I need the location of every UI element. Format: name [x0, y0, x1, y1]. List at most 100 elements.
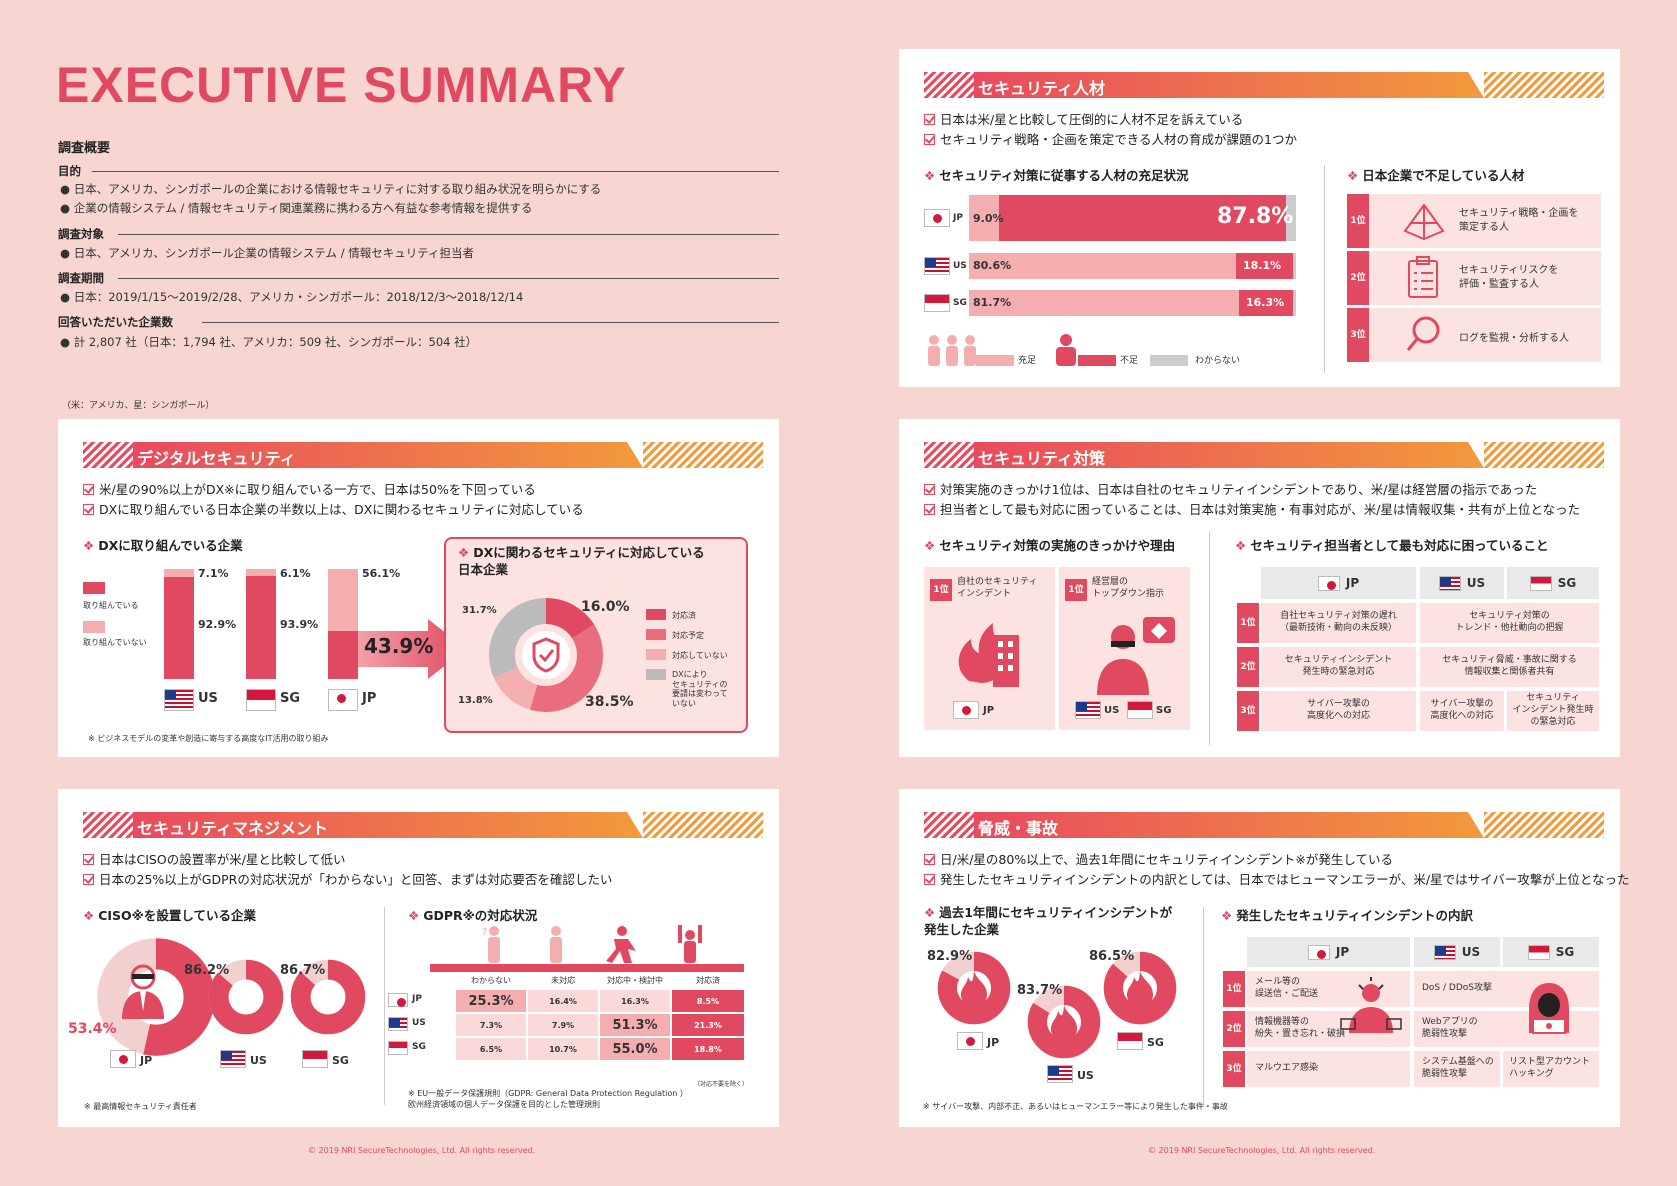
gdpr-cell: 51.3%: [600, 1014, 670, 1036]
legend-unknown: わからない: [1195, 356, 1241, 366]
bar-yes: [164, 577, 194, 679]
gdpr-col: 対応中・検討中: [607, 975, 663, 985]
talent-check-1: 日本は米/星と比較して圧倒的に人材不足を訴えている: [924, 109, 1243, 128]
trigger-ussg-text: 経営層の トップダウン指示: [1092, 577, 1165, 599]
flag-sg: [388, 1041, 408, 1055]
gdpr-cell: 7.9%: [528, 1014, 598, 1036]
trouble-jp-1: 自社セキュリティ対策の遅れ （最新技術・動向の未反映）: [1261, 603, 1416, 643]
bar-no: [246, 569, 276, 576]
stressed-person-icon: [1340, 977, 1402, 1033]
bar-no: [328, 569, 358, 631]
donut-val-none: 13.8%: [458, 695, 493, 706]
talent-check-2: セキュリティ戦略・企画を策定できる人材の育成が課題の1つか: [924, 129, 1297, 148]
breakdown-title: ❖ 発生したセキュリティインシデントの内訳: [1221, 908, 1473, 923]
inc-val-us: 83.7%: [1017, 983, 1063, 998]
trouble-title: ❖ セキュリティ担当者として最も対応に困っていること: [1235, 538, 1549, 553]
trouble-jp-2: セキュリティインシデント 発生時の緊急対応: [1261, 647, 1416, 687]
gdpr-cell: 8.5%: [672, 990, 744, 1012]
target-item: ● 日本、アメリカ、シンガポール企業の情報システム / 情報セキュリティ担当者: [60, 246, 475, 260]
donut-val-unchanged: 31.7%: [462, 605, 497, 616]
trigger-title: ❖ セキュリティ対策の実施のきっかけや理由: [924, 538, 1176, 553]
digital-band: デジタルセキュリティ: [83, 442, 763, 468]
talent-legend: [928, 334, 1188, 366]
val-short: 87.8%: [1217, 204, 1294, 229]
gdpr-exclusion: （対応不要を除く）: [694, 1081, 749, 1088]
flag-us: [388, 1017, 408, 1031]
bar-short: [999, 195, 1286, 241]
legend-label: 取り組んでいる: [83, 601, 139, 610]
purpose-item: ● 日本、アメリカ、シンガポールの企業における情報セキュリティに対する取り組み状…: [60, 182, 602, 196]
svg-text:?: ?: [482, 927, 487, 938]
incident-arc: [1103, 951, 1177, 1025]
flag-us: [1047, 1065, 1073, 1083]
country-code: SG: [953, 298, 967, 308]
rank-badge: 3位: [1347, 308, 1369, 362]
trouble-jp-3: サイバー攻撃の 高度化への対応: [1261, 691, 1416, 731]
country-code: JP: [953, 213, 963, 223]
country-abbrev-note: （米：アメリカ、星：シンガポール）: [62, 401, 215, 411]
gdpr-col: わからない: [471, 975, 511, 985]
donut-legend-swatch: [646, 649, 666, 660]
bar-enough: [969, 195, 999, 241]
donut-legend-swatch: [646, 629, 666, 640]
digital-check-2: DXに取り組んでいる日本企業の半数以上は、DXに関わるセキュリティに対応している: [83, 499, 584, 518]
rank-badge: 3位: [1223, 1051, 1245, 1087]
threats-check-2: 発生したセキュリティインシデントの内訳としては、日本ではヒューマンエラーが、米/…: [924, 869, 1629, 888]
rank-badge: 2位: [1347, 251, 1369, 305]
flag-jp: [328, 689, 358, 711]
bar-short: [1239, 290, 1293, 316]
threats-note: ※ サイバー攻撃、内部不正、あるいはヒューマンエラー等により発生した事件・事故: [923, 1102, 1228, 1111]
flag-us: [924, 257, 950, 275]
talent-card: セキュリティ人材 日本は米/星と比較して圧倒的に人材不足を訴えている セキュリテ…: [899, 49, 1620, 387]
donut-legend: DXにより セキュリティの 要請は変わって いない: [672, 670, 728, 708]
dx-donut: [489, 598, 603, 712]
gdpr-cell: 16.3%: [600, 990, 670, 1012]
legend-swatch: [83, 621, 105, 633]
period-label: 調査期間: [58, 271, 104, 285]
trouble-ussg-1: セキュリティ対策の トレンド・他社動向の把握: [1420, 603, 1599, 643]
gdpr-note: ※ EU一般データ保護規則（GDPR: General Data Protect…: [408, 1089, 688, 1109]
gdpr-cell: 55.0%: [600, 1038, 670, 1060]
rank-badge: 3位: [1237, 691, 1259, 731]
measures-check-1: 対策実施のきっかけ1位は、日本は自社のセキュリティインシデントであり、米/星は経…: [924, 479, 1537, 498]
gdpr-cell: 16.4%: [528, 990, 598, 1012]
management-card: セキュリティマネジメント 日本はCISOの設置率が米/星と比較して低い 日本の2…: [58, 789, 779, 1127]
arrow-icon: [358, 619, 466, 679]
magnifier-icon: [1406, 316, 1440, 351]
bar-no: [164, 569, 194, 577]
digital-band-title: デジタルセキュリティ: [137, 449, 296, 468]
bar-enough: [969, 290, 1239, 316]
flag-sg: [924, 294, 950, 312]
val-enough: 81.7%: [973, 296, 1012, 309]
fire-icon: [1051, 1005, 1077, 1040]
val-enough: 9.0%: [973, 212, 1004, 225]
threats-card: 脅威・事故 日/米/星の80%以上で、過去1年間にセキュリティインシデント※が発…: [899, 789, 1629, 1127]
flag-sg: [246, 689, 276, 711]
ciso-title: ❖ CISO※を設置している企業: [83, 908, 256, 923]
gdpr-cell: 10.7%: [528, 1038, 598, 1060]
ciso-arc: [208, 959, 284, 1035]
col-header-us: US: [1414, 937, 1500, 967]
gdpr-cell: 18.8%: [672, 1038, 744, 1060]
talent-rank-1: [1347, 194, 1601, 248]
flag-sg: [1117, 1032, 1143, 1050]
incident-title: ❖ 過去1年間にセキュリティインシデントが 発生した企業: [924, 905, 1173, 937]
flag-jp: [953, 701, 979, 719]
threats-band-title: 脅威・事故: [978, 819, 1059, 838]
measures-card: セキュリティ対策 対策実施のきっかけ1位は、日本は自社のセキュリティインシデント…: [899, 419, 1620, 757]
fire-icon: [961, 971, 987, 1006]
incident-arc: [1027, 985, 1101, 1059]
country-code: SG: [280, 691, 301, 706]
flag-jp: [110, 1050, 136, 1068]
incident-jp-3: マルウエア感染: [1247, 1051, 1410, 1087]
jp-dx-value: 43.9%: [364, 634, 434, 658]
dx-chart-title: ❖ DXに取り組んでいる企業: [83, 538, 243, 553]
flag-jp: [388, 993, 408, 1007]
overview-heading: 調査概要: [58, 141, 111, 156]
country-code: JP: [412, 994, 422, 1004]
talent-rank-2: [1347, 251, 1601, 305]
bar-unknown: [1293, 290, 1296, 316]
trigger-jp-text: 自社のセキュリティ インシデント: [957, 577, 1038, 599]
digital-card: デジタルセキュリティ 米/星の90%以上がDX※に取り組んでいる一方で、日本は5…: [58, 419, 779, 757]
donut-slice: [489, 598, 603, 712]
